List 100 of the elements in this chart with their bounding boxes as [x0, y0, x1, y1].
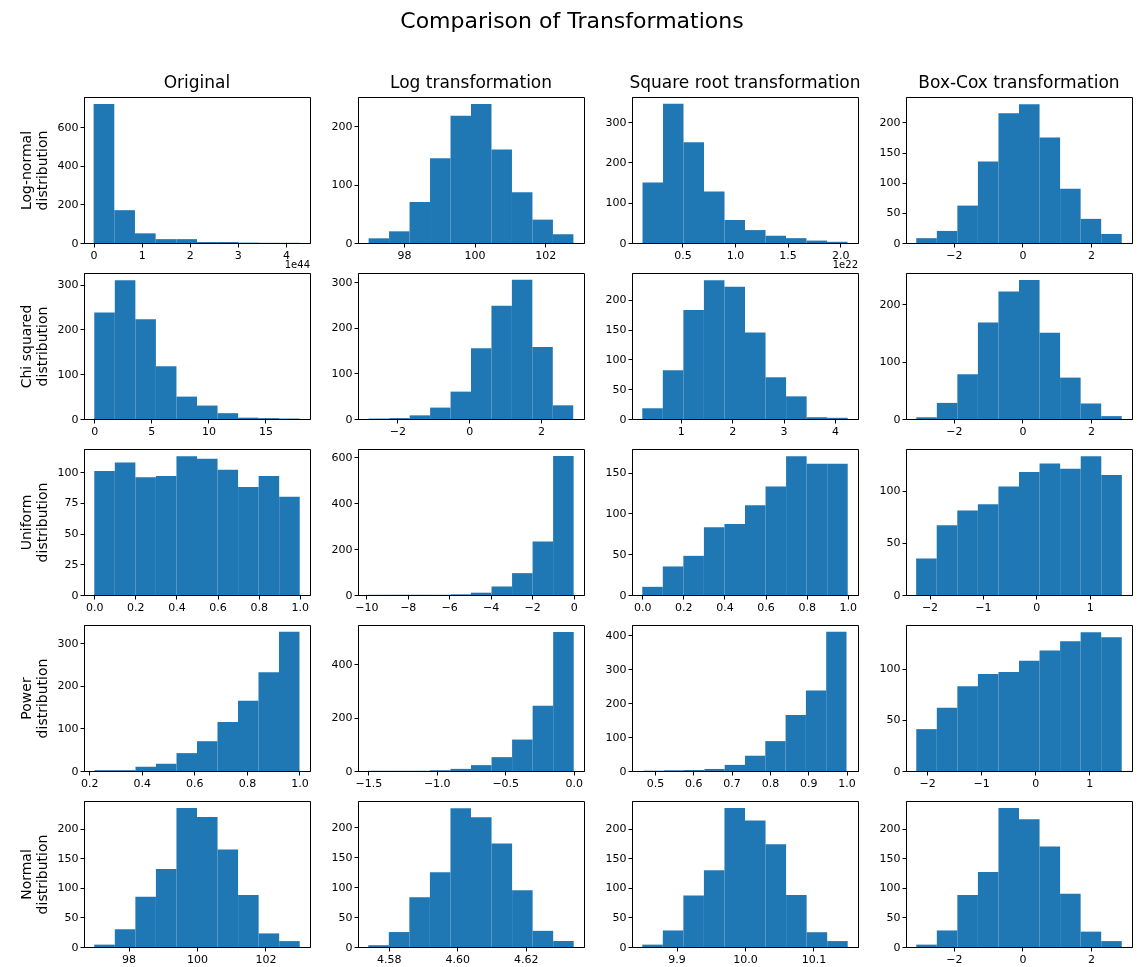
x-tick-label: 0	[1019, 952, 1027, 966]
x-tick-label: 2	[1087, 952, 1095, 966]
y-tick-label: 100	[57, 367, 79, 381]
x-tick-label: 1.0	[838, 776, 856, 790]
x-tick-label: 0	[570, 600, 578, 614]
x-tick-label: 9.9	[668, 952, 686, 966]
y-tick-label: 200	[879, 297, 901, 311]
x-tick-label: 2	[1087, 424, 1095, 438]
x-tick-label: 2	[1087, 248, 1095, 262]
y-tick-label: 200	[605, 155, 627, 169]
y-tick-label: 200	[57, 679, 79, 693]
y-tick-label: 200	[331, 321, 353, 335]
y-tick-label: 300	[331, 275, 353, 289]
x-tick-label: −1	[973, 776, 990, 790]
x-tick-label: 3	[780, 424, 788, 438]
y-tick-label: 50	[612, 382, 627, 396]
y-tick-label: 50	[612, 547, 627, 561]
y-tick-label: 150	[331, 850, 353, 864]
y-tick-label: 300	[605, 115, 627, 129]
x-tick-label: 0.8	[761, 776, 780, 790]
y-tick-label: 0	[619, 412, 627, 426]
y-tick-label: 100	[879, 881, 901, 895]
y-tick-label: 50	[338, 910, 353, 924]
y-tick-label: 100	[605, 730, 627, 744]
x-tick-label: −2	[946, 424, 963, 438]
x-tick-label: −1.0	[423, 776, 451, 790]
x-tick-label: 102	[255, 952, 277, 966]
x-tick-label: 1.0	[839, 600, 857, 614]
chart-title: Square root transformation	[629, 72, 861, 92]
y-tick-label: 300	[605, 662, 627, 676]
y-tick-label: 300	[57, 278, 79, 292]
y-tick-label: 400	[57, 159, 79, 173]
y-tick-label: 600	[331, 450, 353, 464]
x-tick-label: −1.5	[355, 776, 383, 790]
y-axis-title: Uniform distribution	[17, 482, 50, 563]
x-tick-label: 0.0	[634, 600, 652, 614]
x-tick-label: 1.0	[291, 600, 309, 614]
y-tick-label: 100	[879, 662, 901, 676]
x-tick-label: 4.58	[377, 952, 402, 966]
y-tick-label: 150	[605, 851, 627, 865]
x-tick-label: −2	[919, 776, 936, 790]
y-tick-label: 100	[331, 178, 353, 192]
y-tick-label: 150	[57, 851, 79, 865]
x-tick-label: 0.8	[250, 600, 268, 614]
y-tick-label: 0	[345, 940, 353, 954]
y-tick-label: 400	[331, 657, 353, 671]
y-tick-label: 0	[619, 588, 627, 602]
y-tick-label: 0	[71, 588, 79, 602]
x-tick-label: −4	[483, 600, 500, 614]
x-tick-label: 102	[535, 248, 557, 262]
y-tick-label: 150	[879, 851, 901, 865]
x-tick-label: 2	[537, 424, 545, 438]
y-tick-label: 50	[64, 527, 79, 541]
x-tick-label: 15	[258, 424, 273, 438]
x-tick-label: 0	[1033, 600, 1041, 614]
chart-title: Original	[163, 72, 231, 92]
y-tick-label: 200	[57, 822, 79, 836]
y-tick-label: 400	[605, 628, 627, 642]
x-tick-label: 0	[90, 248, 98, 262]
y-tick-label: 0	[619, 764, 627, 778]
y-tick-label: 600	[57, 120, 79, 134]
x-tick-label: 0.2	[127, 600, 145, 614]
y-tick-label: 150	[605, 466, 627, 480]
x-tick-label: 4	[831, 424, 839, 438]
y-tick-label: 50	[886, 713, 901, 727]
x-tick-label: 1	[138, 248, 146, 262]
y-tick-label: 200	[331, 820, 353, 834]
y-tick-label: 300	[57, 636, 79, 650]
y-tick-label: 200	[57, 197, 79, 211]
x-tick-label: 4.60	[445, 952, 471, 966]
y-tick-label: 0	[619, 236, 627, 250]
y-tick-label: 100	[605, 881, 627, 895]
y-tick-label: 0	[345, 412, 353, 426]
text: Comparison of Transformations	[399, 8, 745, 33]
y-tick-label: 75	[64, 496, 79, 510]
x-tick-label: −6	[441, 600, 458, 614]
y-axis-title: Chi squared distribution	[17, 304, 50, 389]
x-tick-label: 1	[677, 424, 685, 438]
chart-title: Log transformation	[389, 72, 553, 92]
y-tick-label: 25	[64, 557, 79, 571]
x-tick-label: 100	[464, 248, 486, 262]
x-tick-label: 3	[234, 248, 242, 262]
x-tick-label: −2	[946, 248, 963, 262]
x-tick-label: 98	[397, 248, 412, 262]
y-tick-label: 0	[893, 588, 901, 602]
x-tick-label: 0.5	[646, 776, 665, 790]
x-tick-label: 0.2	[675, 600, 693, 614]
x-tick-label: 0.8	[798, 600, 816, 614]
y-tick-label: 0	[71, 412, 79, 426]
y-tick-label: 0	[71, 236, 79, 250]
y-tick-label: 200	[331, 119, 353, 133]
y-tick-label: 0	[619, 940, 627, 954]
y-tick-label: 50	[612, 910, 627, 924]
y-tick-label: 50	[886, 910, 901, 924]
x-tick-label: 1	[1086, 776, 1094, 790]
y-tick-label: 150	[605, 323, 627, 337]
x-tick-label: 0.5	[674, 248, 692, 262]
y-tick-label: 100	[57, 721, 79, 735]
y-tick-label: 200	[879, 822, 901, 836]
y-tick-label: 100	[879, 484, 901, 498]
